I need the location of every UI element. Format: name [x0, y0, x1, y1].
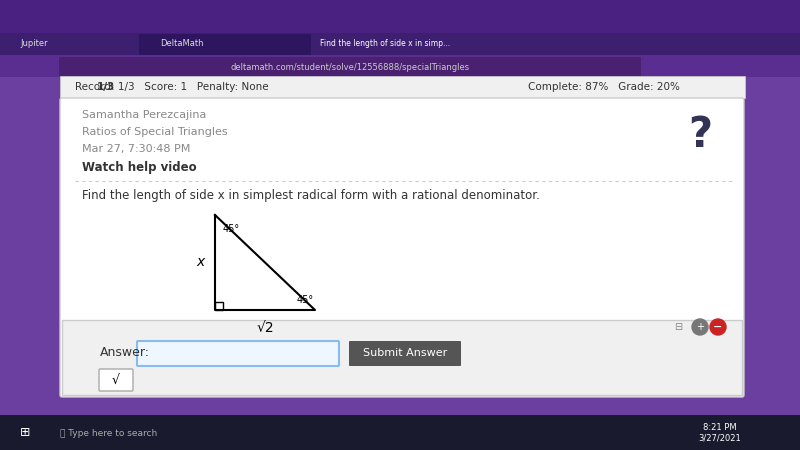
- FancyBboxPatch shape: [60, 98, 744, 397]
- Text: Ratios of Special Triangles: Ratios of Special Triangles: [82, 127, 228, 137]
- Text: ?: ?: [688, 114, 712, 156]
- FancyBboxPatch shape: [137, 341, 339, 366]
- Text: Watch help video: Watch help video: [82, 162, 197, 175]
- Text: 3/27/2021: 3/27/2021: [698, 433, 742, 442]
- Circle shape: [692, 319, 708, 335]
- Text: 1/3: 1/3: [97, 82, 115, 92]
- Text: +: +: [696, 322, 704, 332]
- Text: 45°: 45°: [297, 295, 314, 305]
- Text: 45°: 45°: [223, 224, 240, 234]
- FancyBboxPatch shape: [349, 341, 461, 366]
- Text: Find the length of side x in simplest radical form with a rational denominator.: Find the length of side x in simplest ra…: [82, 189, 540, 202]
- Circle shape: [710, 319, 726, 335]
- FancyBboxPatch shape: [99, 369, 133, 391]
- Text: deltamath.com/student/solve/12556888/specialTriangles: deltamath.com/student/solve/12556888/spe…: [230, 63, 470, 72]
- Bar: [0, 0, 800, 35]
- Text: Find the length of side x in simp...: Find the length of side x in simp...: [320, 40, 450, 49]
- Text: DeltaMath: DeltaMath: [160, 40, 203, 49]
- Text: 🔍 Type here to search: 🔍 Type here to search: [60, 428, 158, 437]
- Bar: [62, 320, 742, 395]
- Text: √: √: [112, 374, 120, 387]
- Text: 8:21 PM: 8:21 PM: [703, 423, 737, 432]
- Text: Complete: 87%   Grade: 20%: Complete: 87% Grade: 20%: [528, 82, 680, 92]
- Bar: [0, 33, 800, 55]
- Text: √2: √2: [256, 321, 274, 335]
- Bar: [0, 55, 800, 77]
- Text: Submit Answer: Submit Answer: [363, 348, 447, 358]
- Text: Samantha Perezcajina: Samantha Perezcajina: [82, 110, 206, 120]
- Text: Answer:: Answer:: [100, 346, 150, 360]
- Text: Jupiter: Jupiter: [20, 40, 48, 49]
- Text: −: −: [714, 322, 722, 332]
- Text: ⊞: ⊞: [20, 427, 30, 440]
- FancyBboxPatch shape: [59, 57, 641, 76]
- Bar: [215, 302, 223, 310]
- Text: ⊟: ⊟: [674, 322, 682, 332]
- Bar: [0, 415, 800, 450]
- Text: Record: 1/3   Score: 1   Penalty: None: Record: 1/3 Score: 1 Penalty: None: [75, 82, 269, 92]
- Bar: [60, 76, 745, 98]
- FancyBboxPatch shape: [139, 34, 311, 56]
- Text: Mar 27, 7:30:48 PM: Mar 27, 7:30:48 PM: [82, 144, 190, 154]
- Text: x: x: [196, 256, 204, 270]
